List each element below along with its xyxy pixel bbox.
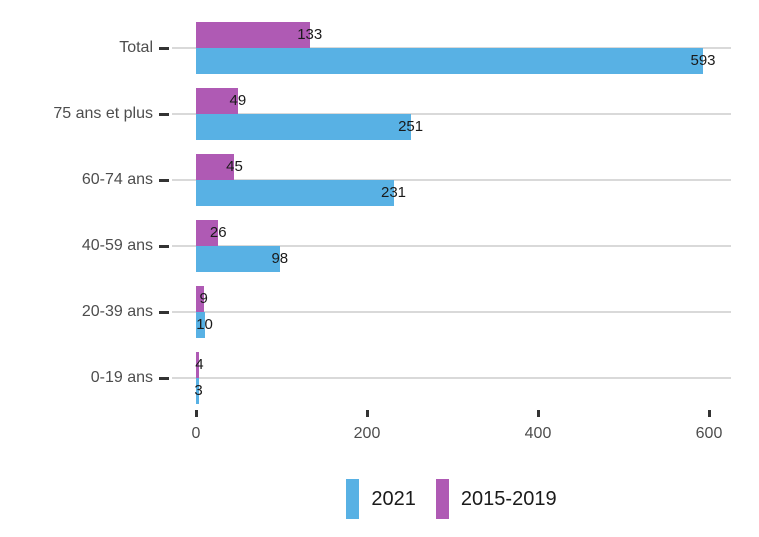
- value-label: 3: [194, 382, 203, 399]
- x-axis-tick-label: 0: [191, 425, 201, 442]
- x-axis-tick: [536, 410, 540, 417]
- y-axis-tick: [159, 244, 169, 248]
- y-axis-tick: [159, 46, 169, 50]
- value-label: 26: [209, 224, 227, 241]
- gridline: [172, 311, 731, 313]
- bar-2021: [196, 378, 199, 404]
- x-axis-tick-label: 600: [695, 425, 723, 442]
- x-axis-tick-label: 400: [524, 425, 552, 442]
- value-label: 593: [690, 52, 716, 69]
- value-label: 45: [226, 158, 243, 175]
- value-label: 251: [398, 118, 424, 135]
- category-label: 75 ans et plus: [53, 105, 153, 122]
- gridline: [172, 377, 731, 379]
- legend-swatch: [346, 479, 360, 519]
- y-axis-tick: [159, 112, 169, 116]
- x-axis-tick-label: 200: [353, 425, 381, 442]
- legend-swatch: [435, 479, 449, 519]
- category-label: 0-19 ans: [90, 369, 153, 386]
- value-label: 10: [196, 316, 213, 333]
- bar-2021: [196, 114, 411, 140]
- category-label: Total: [119, 39, 153, 56]
- legend: 2021 2015-2019: [172, 478, 731, 520]
- gridline: [172, 179, 731, 181]
- bar-2021: [196, 180, 394, 206]
- category-label: 20-39 ans: [81, 303, 153, 320]
- legend-item: 2015-2019: [435, 479, 557, 519]
- category-label: 60-74 ans: [81, 171, 153, 188]
- bar-2015-2019: [196, 22, 310, 48]
- x-axis-tick: [365, 410, 369, 417]
- bar-2015-2019: [196, 352, 200, 378]
- y-axis-tick: [159, 376, 169, 380]
- bar-2021: [196, 48, 703, 74]
- bar-2021: [196, 312, 205, 338]
- bar-2015-2019: [196, 286, 204, 312]
- value-label: 9: [199, 290, 208, 307]
- bar-2015-2019: [196, 154, 235, 180]
- gridline: [172, 245, 731, 247]
- x-axis-tick: [707, 410, 711, 417]
- legend-label: 2015-2019: [460, 487, 557, 510]
- gridline: [172, 113, 731, 115]
- category-label: 40-59 ans: [81, 237, 153, 254]
- bar-2021: [196, 246, 280, 272]
- value-label: 98: [271, 250, 289, 267]
- bar-2015-2019: [196, 88, 238, 114]
- value-label: 231: [380, 184, 407, 201]
- legend-item: 2021: [346, 479, 416, 519]
- value-label: 4: [195, 356, 204, 373]
- value-label: 133: [297, 26, 323, 43]
- value-label: 49: [229, 92, 247, 109]
- y-axis-tick: [159, 310, 169, 314]
- y-axis-tick: [159, 178, 169, 182]
- bar-2015-2019: [196, 220, 219, 246]
- x-axis-tick: [194, 410, 198, 417]
- legend-label: 2021: [371, 487, 416, 510]
